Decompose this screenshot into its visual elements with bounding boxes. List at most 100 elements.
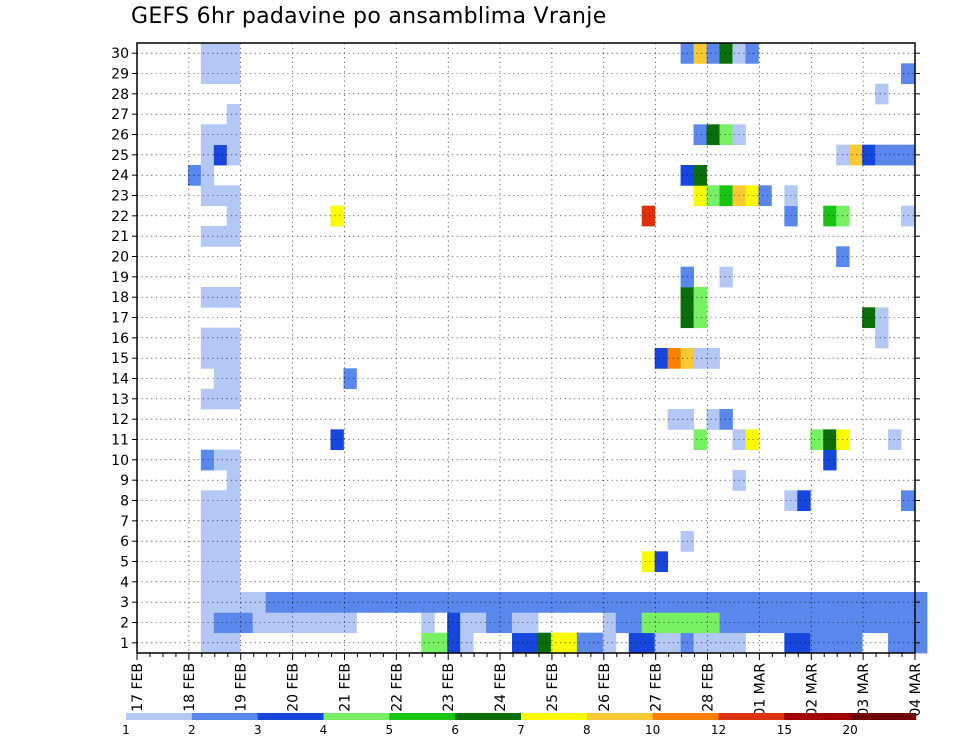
heatmap-cell: [719, 266, 733, 288]
colorbar-swatch: [126, 713, 193, 720]
heatmap-cell: [901, 632, 915, 654]
heatmap-cell: [797, 612, 811, 634]
x-tick-label: 17 FEB: [130, 663, 146, 712]
heatmap-cell: [213, 43, 228, 64]
chart-title: GEFS 6hr padavine po ansamblima Vranje: [131, 4, 607, 29]
heatmap-cell: [914, 592, 928, 613]
heatmap-cell: [395, 592, 409, 613]
heatmap-cell: [823, 632, 837, 654]
colorbar-swatch: [784, 713, 851, 720]
heatmap-cell: [758, 612, 772, 634]
y-tick-label: 9: [120, 473, 129, 489]
heatmap-cell: [447, 592, 461, 613]
heatmap-cell: [382, 592, 396, 613]
y-tick-label: 6: [120, 534, 129, 550]
heatmap-cell: [589, 592, 604, 613]
colorbar-label: 3: [254, 723, 262, 737]
heatmap-cell: [823, 592, 837, 613]
heatmap-cell: [486, 592, 500, 613]
heatmap-cell: [226, 551, 241, 573]
y-axis: 1234567891011121314151617181920212223242…: [111, 46, 920, 652]
colorbar-label: 1: [122, 723, 130, 737]
heatmap-cell: [213, 592, 228, 613]
colorbar-label: 4: [320, 723, 328, 737]
heatmap-cell: [849, 144, 863, 166]
heatmap-cell: [213, 531, 228, 552]
heatmap-cell: [499, 612, 513, 634]
y-tick-label: 25: [111, 148, 129, 164]
heatmap-cell: [486, 612, 500, 634]
heatmap-cell: [213, 63, 228, 85]
colorbar-swatch: [521, 713, 588, 720]
heatmap-cell: [667, 612, 681, 634]
heatmap-cell: [226, 388, 241, 410]
heatmap-cell: [343, 592, 357, 613]
heatmap-cell: [343, 368, 357, 390]
y-tick-label: 18: [111, 290, 129, 306]
heatmap-cell: [654, 551, 669, 573]
x-tick-label: 02 MAR: [804, 663, 820, 717]
heatmap-cell: [849, 612, 863, 634]
heatmap-cell: [719, 409, 733, 430]
heatmap-cell: [901, 592, 915, 613]
heatmap-cell: [771, 612, 785, 634]
heatmap-cell: [421, 612, 435, 634]
y-tick-label: 12: [111, 412, 129, 428]
heatmap-cell: [226, 368, 241, 390]
y-tick-label: 16: [111, 331, 129, 347]
heatmap-cell: [213, 510, 228, 532]
heatmap-cell: [654, 632, 669, 654]
heatmap-cell: [875, 307, 889, 329]
heatmap-cell: [550, 592, 565, 613]
heatmap-cell: [693, 348, 707, 369]
colorbar: 1 2 3 4 5 6 7 8 10 12 15 20: [122, 713, 917, 737]
heatmap-cell: [226, 43, 241, 64]
heatmap-cell: [434, 632, 448, 654]
heatmap-cell: [525, 592, 539, 613]
heatmap-cell: [525, 632, 539, 654]
y-tick-label: 11: [111, 433, 129, 449]
heatmap-cell: [875, 83, 889, 105]
heatmap-cell: [849, 592, 863, 613]
heatmap-cell: [745, 185, 759, 207]
heatmap-cell: [875, 327, 889, 349]
heatmap-cell: [213, 571, 228, 593]
heatmap-cell: [537, 592, 552, 613]
heatmap-cell: [810, 612, 824, 634]
y-tick-label: 3: [120, 595, 129, 611]
heatmap-cell: [901, 205, 915, 227]
heatmap-cell: [862, 592, 876, 613]
heatmap-cell: [278, 592, 292, 613]
heatmap-cells: [187, 43, 928, 654]
heatmap-cell: [758, 592, 772, 613]
heatmap-cell: [719, 124, 733, 146]
heatmap-cell: [875, 592, 889, 613]
heatmap-cell: [447, 612, 461, 634]
heatmap-cell: [213, 124, 228, 146]
heatmap-cell: [771, 592, 785, 613]
y-tick-label: 2: [120, 616, 129, 632]
heatmap-cell: [693, 612, 707, 634]
heatmap-cell: [849, 632, 863, 654]
x-tick-label: 04 MAR: [908, 663, 924, 717]
colorbar-label: 6: [451, 723, 459, 737]
heatmap-cell: [875, 144, 889, 166]
heatmap-cell: [226, 104, 241, 125]
x-tick-label: 01 MAR: [752, 663, 768, 717]
heatmap-cell: [537, 632, 552, 654]
heatmap-cell: [693, 124, 707, 146]
x-axis: 17 FEB 18 FEB 19 FEB 20 FEB 21 FEB 22 FEB 23 F…: [130, 653, 924, 717]
heatmap-cell: [810, 592, 824, 613]
heatmap-cell: [291, 612, 305, 634]
colorbar-label: 7: [517, 723, 525, 737]
heatmap-cell: [706, 612, 720, 634]
x-tick-label: 28 FEB: [701, 663, 717, 712]
x-tick-label: 25 FEB: [545, 663, 561, 712]
heatmap-cell: [525, 612, 539, 634]
heatmap-cell: [875, 612, 889, 634]
heatmap-cell: [265, 612, 280, 634]
colorbar-label: 8: [583, 723, 591, 737]
heatmap-cell: [719, 632, 733, 654]
heatmap-cell: [797, 490, 811, 512]
